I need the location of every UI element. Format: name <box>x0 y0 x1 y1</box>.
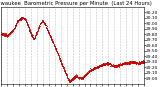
Title: Milwaukee  Barometric Pressure per Minute  (Last 24 Hours): Milwaukee Barometric Pressure per Minute… <box>0 1 152 6</box>
